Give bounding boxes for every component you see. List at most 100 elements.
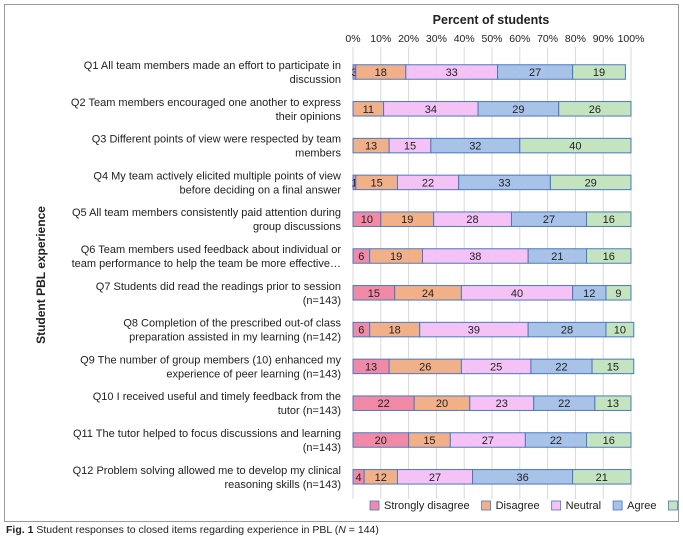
legend-swatch — [668, 500, 678, 511]
data-label: 19 — [390, 251, 402, 263]
data-label: 40 — [569, 141, 581, 153]
data-label: 33 — [498, 177, 510, 189]
data-label: 15 — [368, 288, 380, 300]
bar-segment — [591, 358, 635, 375]
data-label: 16 — [603, 435, 615, 447]
data-label: 24 — [422, 288, 434, 300]
data-label: 27 — [529, 67, 541, 79]
bars: 3 18 33 27 19 11 34 29 26 13 15 32 40 1 15 22 33 29 10 19 28… — [351, 64, 635, 485]
chart-title: Percent of students — [433, 13, 550, 27]
data-label: 20 — [375, 435, 387, 447]
legend-label: Strongly disagree — [384, 500, 470, 512]
data-label: 28 — [466, 214, 478, 226]
data-label: 33 — [446, 67, 458, 79]
category-label: Q8 Completion of the prescribed out-of c… — [123, 318, 341, 344]
data-label: 26 — [589, 104, 601, 116]
data-label: 13 — [365, 141, 377, 153]
data-label: 36 — [516, 472, 528, 484]
data-label: 15 — [607, 361, 619, 373]
bar-segment — [572, 64, 626, 80]
legend-label: Neutral — [566, 500, 601, 512]
data-label: 12 — [583, 288, 595, 300]
data-label: 1 — [351, 177, 357, 189]
data-label: 15 — [423, 435, 435, 447]
data-label: 38 — [469, 251, 481, 263]
x-tick-label: 80% — [565, 33, 586, 45]
data-label: 19 — [401, 214, 413, 226]
data-label: 34 — [425, 104, 437, 116]
bar-segment — [594, 395, 632, 411]
x-tick-label: 90% — [593, 33, 614, 45]
category-label: Q7 Students did read the readings prior … — [96, 281, 341, 307]
data-label: 18 — [375, 67, 387, 79]
data-label: 26 — [419, 361, 431, 373]
gridlines — [352, 47, 632, 499]
category-label: Q11 The tutor helped to focus discussion… — [73, 428, 341, 454]
category-label: Q2 Team members encouraged one another t… — [71, 97, 342, 123]
data-label: 22 — [550, 435, 562, 447]
data-label: 40 — [511, 288, 523, 300]
stacked-bar-chart: Percent of students Student PBL experien… — [34, 13, 678, 512]
bar-segment — [586, 211, 632, 227]
category-label: Q5 All team members consistently paid at… — [72, 207, 342, 233]
caption-n-var: N — [338, 524, 346, 536]
data-label: 29 — [512, 104, 524, 116]
category-label: Q1 All team members made an effort to pa… — [84, 60, 341, 86]
x-tick-label: 0% — [345, 33, 360, 45]
bar-segment — [586, 432, 632, 448]
data-label: 22 — [377, 398, 389, 410]
bar-segment — [605, 285, 632, 301]
x-tick-label: 100% — [618, 33, 645, 45]
bar-segment — [558, 101, 632, 117]
data-label: 6 — [358, 251, 364, 263]
x-tick-label: 50% — [481, 33, 502, 45]
data-label: 23 — [496, 398, 508, 410]
legend-swatch — [551, 500, 562, 511]
data-label: 18 — [389, 325, 401, 337]
data-label: 19 — [593, 67, 605, 79]
data-label: 16 — [603, 214, 615, 226]
legend-label: Disagree — [496, 500, 540, 512]
data-label: 22 — [555, 361, 567, 373]
data-label: 9 — [615, 288, 621, 300]
legend: Strongly disagreeDisagreeNeutralAgreeStr… — [369, 500, 678, 512]
data-label: 16 — [603, 251, 615, 263]
y-axis-title: Student PBL experience — [34, 206, 48, 344]
legend-label: Agree — [627, 500, 656, 512]
x-tick-label: 30% — [426, 33, 447, 45]
x-tick-label: 10% — [370, 33, 391, 45]
data-label: 21 — [596, 472, 608, 484]
category-labels: Q1 All team members made an effort to pa… — [71, 60, 342, 491]
category-label: Q10 I received useful and timely feedbac… — [93, 391, 341, 417]
caption-n-rest: = 144) — [345, 524, 379, 536]
data-label: 4 — [355, 472, 361, 484]
data-label: 22 — [422, 177, 434, 189]
bar-segment — [519, 137, 632, 154]
x-tick-label: 20% — [398, 33, 419, 45]
data-label: 27 — [429, 472, 441, 484]
data-label: 27 — [482, 435, 494, 447]
data-label: 22 — [558, 398, 570, 410]
figure-label: Fig. 1 — [6, 524, 34, 536]
data-label: 25 — [490, 361, 502, 373]
legend-swatch — [369, 500, 380, 511]
x-tick-labels: 0% 10% 20% 30% 40% 50% 60% 70% 80% 90% 100% — [345, 33, 644, 45]
x-tick-label: 70% — [537, 33, 558, 45]
category-label: Q12 Problem solving allowed me to develo… — [73, 465, 341, 491]
data-label: 11 — [363, 104, 374, 116]
legend-swatch — [612, 500, 623, 511]
category-label: Q6 Team members used feedback about indi… — [72, 244, 342, 270]
legend-swatch — [481, 500, 492, 511]
data-label: 3 — [351, 67, 357, 79]
bar-segment — [605, 321, 635, 338]
data-label: 29 — [585, 177, 597, 189]
data-label: 15 — [404, 141, 416, 153]
x-tick-label: 40% — [454, 33, 475, 45]
data-label: 6 — [358, 325, 364, 337]
data-label: 20 — [436, 398, 448, 410]
data-label: 10 — [614, 325, 626, 337]
caption-text: Student responses to closed items regard… — [36, 524, 339, 536]
data-label: 12 — [375, 472, 387, 484]
x-tick-label: 60% — [509, 33, 530, 45]
category-label: Q9 The number of group members (10) enha… — [80, 354, 341, 380]
